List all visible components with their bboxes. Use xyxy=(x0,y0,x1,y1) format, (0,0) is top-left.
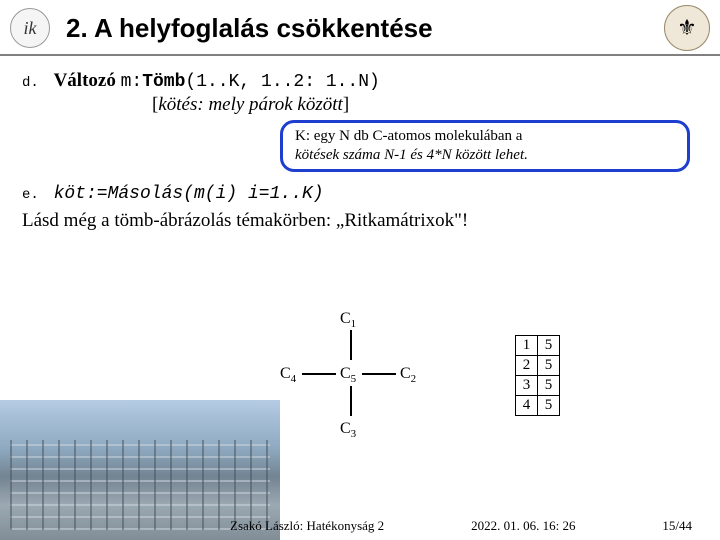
footer-datetime: 2022. 01. 06. 16: 26 xyxy=(471,518,575,534)
molecule-bond xyxy=(350,386,352,416)
item-e-marker: e. xyxy=(22,187,39,203)
sub-text: kötés: mely párok között xyxy=(158,94,343,115)
molecule-bond xyxy=(362,373,396,375)
callout-line1: K: egy N db C-atomos molekulában a xyxy=(295,128,522,144)
item-d-code-prefix: m: xyxy=(121,72,143,92)
logo-left-text: ik xyxy=(24,18,37,39)
table-cell: 1 xyxy=(516,336,538,356)
molecule-node: C3 xyxy=(340,420,356,440)
footer-page: 15/44 xyxy=(662,518,692,534)
molecule-node: C2 xyxy=(400,365,416,385)
table-cell: 4 xyxy=(516,396,538,416)
table-cell: 2 xyxy=(516,356,538,376)
item-d: d. Változó m:Tömb(1..K, 1..2: 1..N) xyxy=(22,70,698,92)
logo-right-crest: ⚜ xyxy=(664,5,710,51)
item-d-marker: d. xyxy=(22,75,39,91)
molecule-node: C1 xyxy=(340,310,356,330)
item-e: e. köt:=Másolás(m(i) i=1..K) xyxy=(22,182,698,204)
table-cell: 5 xyxy=(538,356,560,376)
molecule-bond xyxy=(350,330,352,360)
sub-close: ] xyxy=(343,94,349,115)
table-row: 35 xyxy=(516,376,560,396)
molecule-node: C5 xyxy=(340,365,356,385)
item-d-code-args: (1..K, 1..2: 1..N) xyxy=(185,72,379,92)
molecule-bond xyxy=(302,373,336,375)
item-d-sub: [kötés: mely párok között] xyxy=(152,94,698,116)
callout-line2: kötések száma N-1 és 4*N között lehet. xyxy=(295,147,528,163)
table-row: 45 xyxy=(516,396,560,416)
pair-table: 15253545 xyxy=(515,335,560,416)
logo-left: ik xyxy=(10,8,50,48)
slide-title: 2. A helyfoglalás csökkentése xyxy=(66,13,664,44)
table-row: 15 xyxy=(516,336,560,356)
crest-glyph: ⚜ xyxy=(677,15,697,41)
slide-header: ik 2. A helyfoglalás csökkentése ⚜ xyxy=(0,0,720,56)
table-cell: 5 xyxy=(538,376,560,396)
reference-line: Lásd még a tömb-ábrázolás témakörben: „R… xyxy=(22,210,698,232)
footer-author: Zsakó László: Hatékonyság 2 xyxy=(230,518,384,534)
callout-box: K: egy N db C-atomos molekulában a kötés… xyxy=(280,120,690,172)
table-cell: 5 xyxy=(538,396,560,416)
slide-content: d. Változó m:Tömb(1..K, 1..2: 1..N) [köt… xyxy=(0,56,720,232)
slide-footer: Zsakó László: Hatékonyság 2 2022. 01. 06… xyxy=(0,518,720,534)
item-d-label: Változó xyxy=(54,70,116,91)
table-row: 25 xyxy=(516,356,560,376)
item-e-code: köt:=Másolás(m(i) i=1..K) xyxy=(54,184,324,204)
item-d-code-bold: Tömb xyxy=(142,72,185,92)
molecule-node: C4 xyxy=(280,365,296,385)
table-cell: 5 xyxy=(538,336,560,356)
table-cell: 3 xyxy=(516,376,538,396)
